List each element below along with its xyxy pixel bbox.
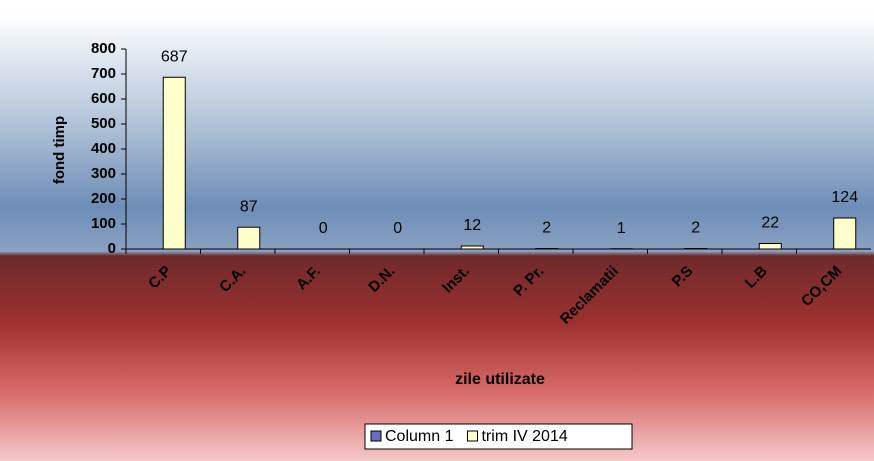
value-label: 2 bbox=[542, 220, 551, 237]
x-axis-title: zile utilizate bbox=[455, 371, 545, 388]
y-tick-label: 700 bbox=[91, 65, 116, 82]
bar bbox=[684, 248, 708, 250]
y-axis-title: fond timp bbox=[51, 116, 68, 184]
value-label: 12 bbox=[463, 217, 481, 234]
y-tick-label: 500 bbox=[91, 115, 116, 132]
bar bbox=[535, 248, 559, 250]
value-label: 2 bbox=[691, 220, 700, 237]
value-label: 0 bbox=[319, 220, 328, 237]
legend: Column 1 trim IV 2014 bbox=[364, 423, 633, 450]
legend-swatch bbox=[466, 430, 478, 442]
bar bbox=[237, 226, 261, 250]
value-label: 124 bbox=[831, 189, 858, 206]
legend-label: trim IV 2014 bbox=[481, 428, 567, 445]
y-tick-label: 800 bbox=[91, 40, 116, 57]
legend-label: Column 1 bbox=[385, 428, 454, 445]
y-tick-label: 400 bbox=[91, 140, 116, 157]
bar bbox=[758, 243, 782, 250]
legend-box bbox=[364, 423, 633, 450]
y-tick-label: 0 bbox=[108, 240, 116, 257]
y-tick-label: 600 bbox=[91, 90, 116, 107]
bar bbox=[833, 217, 857, 250]
value-label: 22 bbox=[761, 215, 779, 232]
y-tick-label: 200 bbox=[91, 190, 116, 207]
bar bbox=[162, 76, 186, 250]
value-label: 0 bbox=[393, 220, 402, 237]
bar bbox=[460, 245, 484, 250]
value-label: 1 bbox=[617, 220, 626, 237]
y-tick-label: 300 bbox=[91, 165, 116, 182]
legend-swatch bbox=[370, 430, 382, 442]
y-tick-label: 100 bbox=[91, 215, 116, 232]
value-label: 87 bbox=[240, 198, 258, 215]
value-label: 687 bbox=[161, 48, 188, 65]
